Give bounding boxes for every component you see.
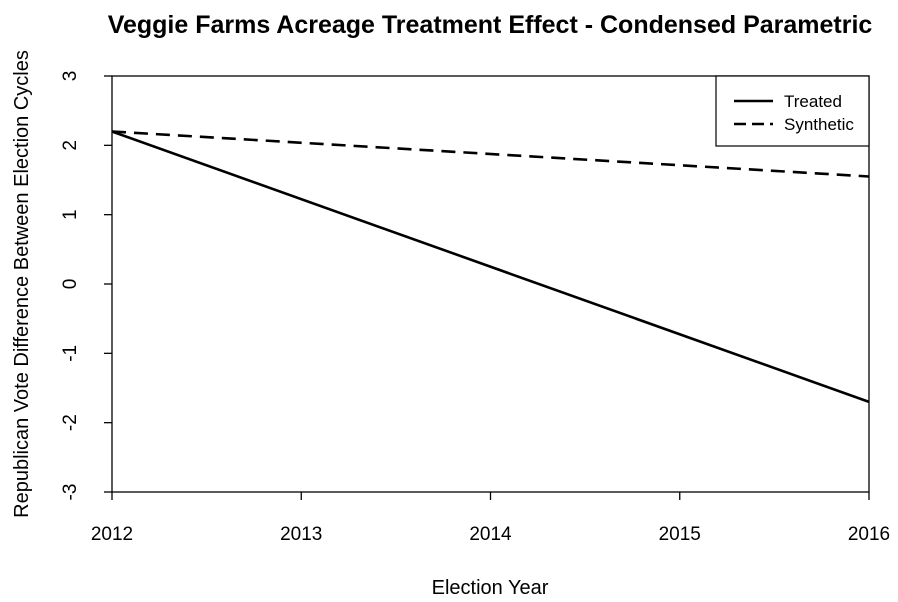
x-tick-label: 2014 bbox=[469, 524, 512, 545]
series-line-synthetic bbox=[111, 130, 870, 178]
y-tick-label: 0 bbox=[60, 279, 81, 290]
y-axis: -3 -2 -1 0 1 2 3 bbox=[60, 71, 112, 501]
y-tick-label: -2 bbox=[60, 414, 81, 431]
legend: Treated Synthetic bbox=[715, 75, 870, 147]
x-axis: 2012 2013 2014 2015 2016 bbox=[91, 492, 890, 545]
legend-box bbox=[715, 75, 870, 147]
y-tick-label: -3 bbox=[60, 484, 81, 501]
x-tick-label: 2013 bbox=[280, 524, 322, 545]
x-tick-label: 2016 bbox=[848, 524, 890, 545]
legend-label-treated: Treated bbox=[784, 92, 842, 111]
series-line-treated bbox=[111, 130, 870, 404]
x-tick-label: 2012 bbox=[91, 524, 133, 545]
y-tick-label: 2 bbox=[60, 140, 81, 151]
series-layer bbox=[111, 130, 870, 404]
chart-title: Veggie Farms Acreage Treatment Effect - … bbox=[108, 11, 873, 39]
y-tick-label: 1 bbox=[60, 209, 81, 220]
legend-label-synthetic: Synthetic bbox=[784, 115, 854, 134]
x-tick-label: 2015 bbox=[659, 524, 701, 545]
y-tick-label: 3 bbox=[60, 71, 81, 82]
y-tick-label: -1 bbox=[60, 345, 81, 362]
y-axis-label: Republican Vote Difference Between Elect… bbox=[11, 50, 33, 518]
x-axis-label: Election Year bbox=[432, 577, 549, 597]
